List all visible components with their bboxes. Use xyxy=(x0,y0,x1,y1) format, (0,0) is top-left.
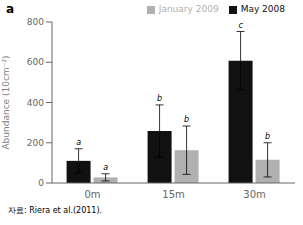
svg-text:15m: 15m xyxy=(162,189,184,200)
svg-text:b: b xyxy=(265,132,270,141)
svg-text:0: 0 xyxy=(38,178,44,188)
svg-text:b: b xyxy=(184,115,189,124)
svg-text:200: 200 xyxy=(27,138,44,148)
html-text:May 2008: May 2008 xyxy=(240,4,285,14)
html-text:January 2009: January 2009 xyxy=(158,4,219,14)
svg-text:c: c xyxy=(238,21,243,30)
svg-text:600: 600 xyxy=(27,57,44,67)
svg-text:a: a xyxy=(103,163,108,172)
svg-text:b: b xyxy=(157,94,162,103)
svg-text:30m: 30m xyxy=(243,189,265,200)
html-text:a: a xyxy=(6,2,15,16)
html-text:자료: Riera et al.(2011).: 자료: Riera et al.(2011). xyxy=(8,206,103,215)
svg-text:a: a xyxy=(76,138,81,147)
svg-text:800: 800 xyxy=(27,17,44,27)
svg-text:400: 400 xyxy=(27,98,44,108)
svg-text:Abundance (10cm⁻²): Abundance (10cm⁻²) xyxy=(8,55,11,149)
svg-text:0m: 0m xyxy=(84,189,100,200)
